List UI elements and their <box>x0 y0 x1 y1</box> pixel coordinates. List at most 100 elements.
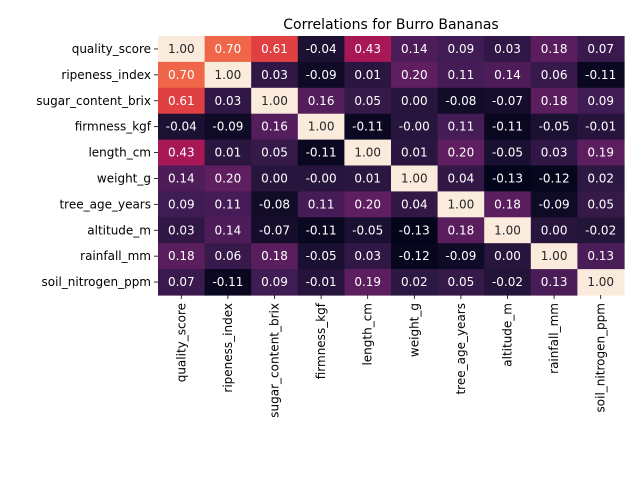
cell-value-label: 0.03 <box>354 249 381 263</box>
heatmap-cell <box>437 269 485 296</box>
cell-value-label: -0.13 <box>492 171 523 185</box>
cell-value-label: -0.09 <box>212 120 243 134</box>
cell-value-label: 0.02 <box>587 171 614 185</box>
heatmap-cell <box>437 61 485 89</box>
heatmap-cell <box>391 217 439 244</box>
heatmap-cell <box>530 269 578 296</box>
cell-value-label: -0.09 <box>539 197 570 211</box>
cell-value-label: 0.20 <box>448 146 475 160</box>
y-tick-label: quality_score <box>72 42 151 56</box>
cell-value-label: 0.20 <box>215 171 242 185</box>
cell-value-label: 0.03 <box>494 42 521 56</box>
heatmap-cell <box>530 243 578 270</box>
heatmap-cell <box>158 165 206 192</box>
heatmap-cell <box>344 165 392 192</box>
x-tick-label: length_cm <box>361 303 375 366</box>
x-tick-label: weight_g <box>407 303 421 357</box>
cell-value-label: 1.00 <box>168 42 195 56</box>
heatmap-cell <box>437 217 485 244</box>
cell-value-label: -0.07 <box>259 223 290 237</box>
cell-value-label: 0.02 <box>401 275 428 289</box>
y-tick-label: soil_nitrogen_ppm <box>42 275 151 289</box>
heatmap-cell <box>530 87 578 115</box>
cell-value-label: 0.09 <box>587 94 614 108</box>
y-tick-label: length_cm <box>88 146 151 160</box>
cell-value-label: 0.43 <box>354 42 381 56</box>
heatmap-cell <box>158 87 206 115</box>
cell-value-label: 0.09 <box>168 197 195 211</box>
heatmap-cell <box>344 113 392 141</box>
x-tick-label: altitude_m <box>501 303 515 367</box>
cell-value-label: 0.11 <box>215 197 242 211</box>
heatmap-cell <box>251 269 299 296</box>
cell-value-label: 1.00 <box>448 197 475 211</box>
cell-value-label: 0.43 <box>168 146 195 160</box>
heatmap-cell <box>344 87 392 115</box>
x-tick-label: rainfall_mm <box>547 303 561 374</box>
heatmap-cell <box>251 165 299 192</box>
cell-value-label: -0.02 <box>585 223 616 237</box>
cell-value-label: -0.12 <box>399 249 430 263</box>
heatmap-cell <box>391 243 439 270</box>
heatmap-cell <box>391 139 439 167</box>
heatmap-cell <box>158 139 206 167</box>
heatmap-cell <box>437 165 485 192</box>
heatmap-cell <box>391 165 439 192</box>
cell-value-label: 0.16 <box>308 94 335 108</box>
heatmap-cell <box>530 191 578 218</box>
cell-value-label: 0.14 <box>494 68 521 82</box>
heatmap-cell <box>297 243 345 270</box>
cell-value-label: 0.11 <box>308 197 335 211</box>
heatmap-cell <box>251 61 299 89</box>
heatmap-cell <box>437 139 485 167</box>
heatmap-cell <box>344 36 392 63</box>
heatmap-cell <box>391 36 439 63</box>
heatmap-cell <box>530 165 578 192</box>
cell-value-label: 0.11 <box>448 120 475 134</box>
cell-value-label: 0.14 <box>215 223 242 237</box>
heatmap-cell <box>577 36 625 63</box>
heatmap-cell <box>484 217 532 244</box>
heatmap-cell <box>204 87 252 115</box>
cell-value-label: 0.14 <box>401 42 428 56</box>
cell-value-label: 0.13 <box>541 275 568 289</box>
cell-value-label: 0.03 <box>541 146 568 160</box>
cell-value-label: 0.01 <box>354 68 381 82</box>
cell-value-label: 0.18 <box>168 249 195 263</box>
heatmap-cell <box>297 191 345 218</box>
heatmap-cell <box>530 217 578 244</box>
cell-value-label: 0.06 <box>215 249 242 263</box>
cell-value-label: 1.00 <box>308 120 335 134</box>
heatmap-cell <box>391 61 439 89</box>
heatmap-cell <box>204 36 252 63</box>
cell-value-label: 1.00 <box>541 249 568 263</box>
heatmap-cell <box>391 87 439 115</box>
heatmap-cell <box>297 36 345 63</box>
x-tick-label: tree_age_years <box>454 303 468 395</box>
heatmap-cell <box>297 61 345 89</box>
cell-value-label: -0.11 <box>212 275 243 289</box>
heatmap-cell <box>391 113 439 141</box>
cell-value-label: -0.09 <box>445 249 476 263</box>
y-tick-label: sugar_content_brix <box>36 94 151 108</box>
cell-value-label: -0.07 <box>492 94 523 108</box>
cell-value-label: 0.05 <box>261 146 288 160</box>
cell-value-label: 0.20 <box>354 197 381 211</box>
cell-value-label: 0.61 <box>261 42 288 56</box>
cell-value-label: -0.11 <box>306 223 337 237</box>
y-tick-label: tree_age_years <box>59 197 151 211</box>
heatmap-cell <box>344 61 392 89</box>
heatmap-cell <box>158 269 206 296</box>
heatmap-cell <box>484 87 532 115</box>
cell-value-label: -0.11 <box>306 146 337 160</box>
cell-value-label: -0.05 <box>352 223 383 237</box>
x-tick-label: ripeness_index <box>221 303 235 393</box>
heatmap-cell <box>204 165 252 192</box>
heatmap-cell <box>577 269 625 296</box>
heatmap-cell <box>437 36 485 63</box>
y-tick-label: rainfall_mm <box>80 249 151 263</box>
heatmap-cell <box>577 87 625 115</box>
cell-value-label: -0.00 <box>306 171 337 185</box>
cell-value-label: -0.05 <box>492 146 523 160</box>
heatmap-cell <box>297 113 345 141</box>
